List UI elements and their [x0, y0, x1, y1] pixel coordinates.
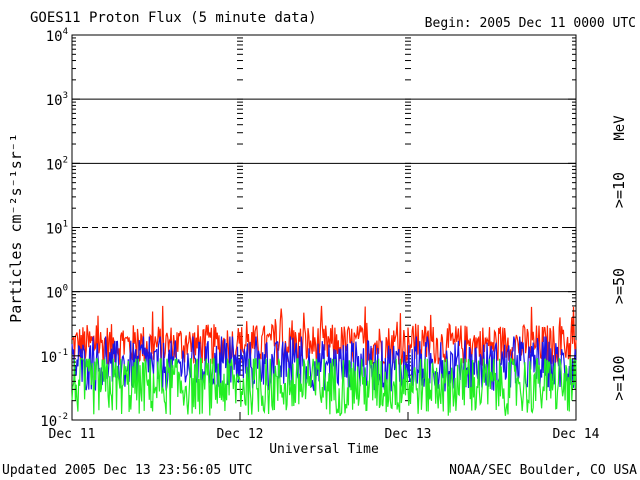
x-tick-label: Dec 14	[553, 427, 600, 442]
series-line-10	[71, 305, 577, 366]
credit-label: NOAA/SEC Boulder, CO USA	[449, 463, 637, 478]
x-axis-label: Universal Time	[269, 442, 379, 457]
legend-series-10: >=10	[610, 172, 628, 208]
day-dividers	[237, 37, 411, 421]
y-axis-label: Particles cm⁻²s⁻¹sr⁻¹	[7, 133, 25, 323]
x-axis-ticks: Dec 11 Dec 12 Dec 13 Dec 14	[49, 412, 600, 442]
x-tick-label: Dec 11	[49, 427, 96, 442]
x-tick-label: Dec 12	[217, 427, 264, 442]
y-tick-label: 104	[46, 27, 68, 45]
series-line-100	[71, 357, 577, 417]
y-tick-label: 103	[46, 91, 68, 109]
legend-series-50: >=50	[610, 268, 628, 304]
x-tick-label: Dec 13	[385, 427, 432, 442]
y-axis-ticks: 104 103 102 101 100 10-1 10-2	[40, 27, 576, 430]
begin-label: Begin: 2005 Dec 11 0000 UTC	[425, 16, 636, 31]
unit-label: MeV	[612, 115, 628, 141]
grid-lines	[72, 98, 576, 293]
y-tick-label: 10-1	[40, 348, 68, 366]
updated-label: Updated 2005 Dec 13 23:56:05 UTC	[2, 463, 252, 478]
y-tick-label: 10-2	[40, 412, 68, 430]
y-tick-label: 101	[46, 220, 68, 238]
legend-series-100: >=100	[610, 355, 628, 400]
series-line-50	[71, 336, 577, 392]
y-tick-label: 100	[46, 284, 68, 302]
y-tick-label: 102	[46, 155, 68, 173]
series-layer	[71, 305, 577, 417]
chart-title: GOES11 Proton Flux (5 minute data)	[30, 10, 317, 26]
